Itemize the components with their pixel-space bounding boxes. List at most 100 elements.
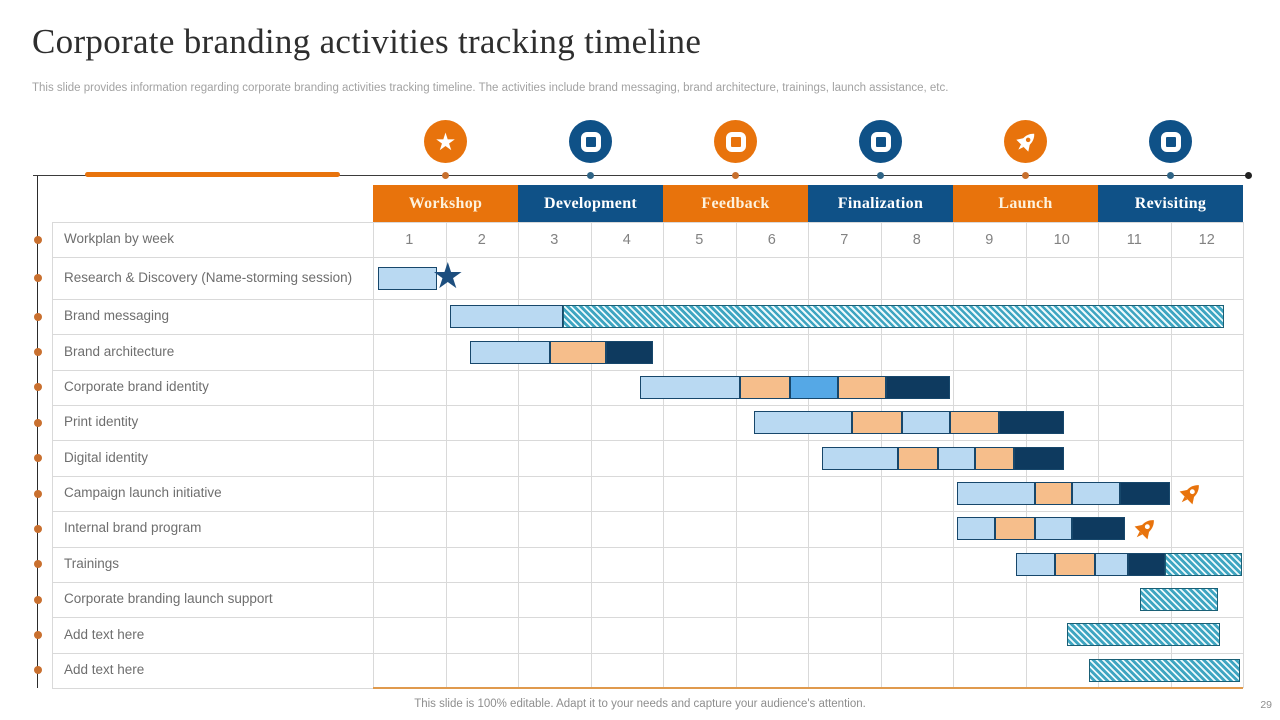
grid-hline bbox=[52, 222, 1243, 223]
bar-segment-peach bbox=[1034, 482, 1072, 505]
week-number[interactable]: 7 bbox=[840, 231, 849, 248]
grid-hline bbox=[52, 581, 1243, 583]
row-bullet bbox=[34, 348, 42, 357]
week-number[interactable]: 8 bbox=[912, 231, 921, 248]
row-bullet bbox=[34, 454, 42, 463]
rocket-icon bbox=[1004, 120, 1047, 163]
task-label: Internal brand program bbox=[64, 520, 202, 536]
star-marker-icon: ★ bbox=[431, 256, 464, 297]
phase-header-revisiting: Revisiting bbox=[1098, 185, 1243, 222]
task-label: Digital identity bbox=[64, 449, 149, 465]
row-bullet bbox=[34, 595, 42, 604]
bar-segment-light_blue bbox=[1071, 482, 1120, 505]
bar-segment-navy bbox=[1119, 482, 1170, 505]
week-number[interactable]: 5 bbox=[695, 231, 704, 248]
grid-vline bbox=[663, 222, 664, 688]
square-glyph bbox=[1160, 131, 1181, 152]
task-label[interactable]: Add text here bbox=[64, 661, 145, 677]
task-label[interactable]: Add text here bbox=[64, 626, 145, 642]
task-label: Trainings bbox=[64, 555, 120, 571]
grid-hline bbox=[52, 617, 1243, 619]
bar-segment-hatch bbox=[1066, 623, 1220, 647]
bar-segment-light_blue bbox=[639, 375, 740, 399]
bar-segment-peach bbox=[974, 446, 1014, 470]
grid-vline bbox=[1098, 222, 1099, 688]
task-label: Brand messaging bbox=[64, 308, 170, 324]
week-number[interactable]: 12 bbox=[1198, 231, 1215, 248]
star-icon: ★ bbox=[424, 120, 467, 163]
bar-segment-light_blue bbox=[378, 266, 437, 290]
bar-segment-navy bbox=[1071, 517, 1125, 541]
week-number[interactable]: 6 bbox=[767, 231, 776, 248]
grid-hline bbox=[52, 440, 1243, 442]
bar-segment-navy bbox=[605, 340, 653, 364]
row-bullet bbox=[34, 312, 42, 321]
star-glyph: ★ bbox=[434, 127, 457, 156]
task-label: Corporate branding launch support bbox=[64, 591, 273, 607]
grid-vline bbox=[518, 222, 519, 688]
rocket-marker-icon bbox=[1131, 515, 1159, 543]
row-bullet bbox=[34, 235, 42, 244]
grid-hline bbox=[52, 475, 1243, 477]
bar-segment-hatch bbox=[1140, 588, 1219, 612]
bar-segment-light_blue bbox=[754, 411, 853, 435]
week-header-label: Workplan by week bbox=[64, 231, 175, 247]
task-label: Brand architecture bbox=[64, 343, 175, 359]
timeline-accent-bar bbox=[85, 172, 340, 177]
week-number[interactable]: 4 bbox=[622, 231, 631, 248]
phase-header-launch: Launch bbox=[953, 185, 1098, 222]
grid-vline bbox=[373, 222, 374, 688]
timeline-dot bbox=[1167, 172, 1174, 179]
timeline-axis-line bbox=[33, 175, 1250, 176]
grid-vline bbox=[1170, 222, 1172, 688]
bar-segment-peach bbox=[739, 375, 790, 399]
grid-hline bbox=[52, 511, 1243, 513]
timeline-dot bbox=[587, 172, 594, 179]
page-subtitle: This slide provides information regardin… bbox=[32, 82, 949, 94]
phase-header-development: Development bbox=[518, 185, 663, 222]
bar-segment-navy bbox=[1127, 552, 1165, 576]
rocket-marker-icon bbox=[1176, 480, 1204, 508]
row-bullet bbox=[34, 666, 42, 675]
phase-header-finalization: Finalization bbox=[808, 185, 953, 222]
grid-hline bbox=[52, 546, 1243, 548]
task-label: Research & Discovery (Name-storming sess… bbox=[64, 269, 353, 285]
chart-bottom-accent bbox=[373, 687, 1243, 689]
week-number[interactable]: 9 bbox=[985, 231, 994, 248]
bar-segment-peach bbox=[995, 517, 1035, 541]
timeline-dot bbox=[732, 172, 739, 179]
week-number[interactable]: 1 bbox=[405, 231, 414, 248]
grid-hline bbox=[52, 257, 1243, 258]
week-number[interactable]: 10 bbox=[1053, 231, 1070, 248]
bar-segment-light_blue bbox=[902, 411, 951, 435]
bar-segment-peach bbox=[549, 340, 606, 364]
bar-segment-light_blue bbox=[470, 340, 550, 364]
task-label: Campaign launch initiative bbox=[64, 485, 222, 501]
week-number[interactable]: 3 bbox=[550, 231, 559, 248]
bar-segment-light_blue bbox=[821, 446, 898, 470]
rounded-square-icon bbox=[1149, 120, 1192, 163]
grid-hline bbox=[52, 405, 1243, 407]
bar-segment-peach bbox=[950, 411, 999, 435]
grid-hline bbox=[52, 369, 1243, 371]
bar-segment-light_blue bbox=[1016, 552, 1056, 576]
week-number[interactable]: 2 bbox=[477, 231, 486, 248]
timeline-end-dot bbox=[1245, 172, 1252, 179]
bar-segment-light_blue bbox=[956, 517, 996, 541]
task-label: Print identity bbox=[64, 414, 139, 430]
grid-vline bbox=[808, 222, 809, 688]
footer-note: This slide is 100% editable. Adapt it to… bbox=[414, 698, 866, 710]
square-glyph bbox=[870, 131, 891, 152]
bar-segment-peach bbox=[897, 446, 938, 470]
grid-vline bbox=[590, 222, 592, 688]
row-bullet bbox=[34, 418, 42, 427]
row-bullet bbox=[34, 560, 42, 569]
bar-segment-hatch bbox=[562, 305, 1225, 329]
row-bullet bbox=[34, 274, 42, 282]
bar-segment-light_blue bbox=[449, 305, 563, 329]
page-title: Corporate branding activities tracking t… bbox=[32, 22, 702, 61]
bar-segment-light_blue bbox=[956, 482, 1035, 505]
bar-segment-light_blue bbox=[937, 446, 975, 470]
week-number[interactable]: 11 bbox=[1126, 231, 1142, 248]
